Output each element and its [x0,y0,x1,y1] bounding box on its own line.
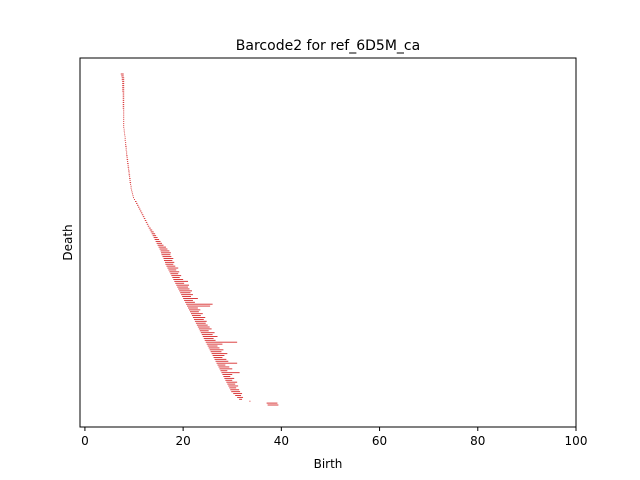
x-tick-label: 40 [274,434,289,448]
x-tick-label: 80 [470,434,485,448]
x-tick-label: 60 [372,434,387,448]
y-axis-label: Death [61,224,75,260]
x-axis-label: Birth [314,457,343,471]
x-axis-ticks: 0 20 40 60 80 100 [81,427,587,448]
chart-title: Barcode2 for ref_6D5M_ca [236,38,420,54]
bars-layer [120,73,279,406]
x-tick-label: 20 [175,434,190,448]
x-tick-label: 100 [565,434,588,448]
plot-frame [79,57,577,428]
x-tick-label: 0 [81,434,89,448]
